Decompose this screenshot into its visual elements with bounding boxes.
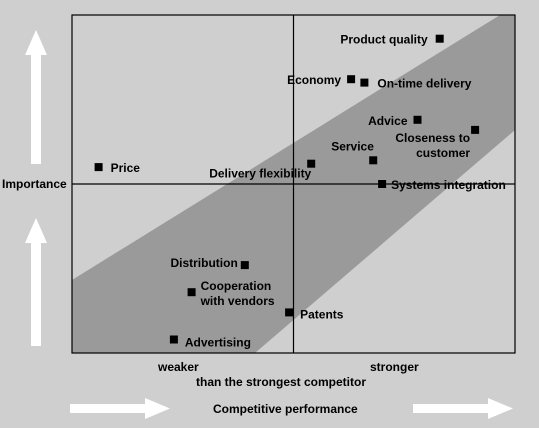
point-label-advice: Advice [368, 114, 408, 128]
point-marker-systems-integration [378, 180, 387, 188]
point-marker-cooperation-with-vendors [187, 288, 196, 297]
point-label-delivery-flexibility: Delivery flexibility [209, 167, 311, 181]
importance-arrow-bottom [25, 218, 47, 346]
importance-arrow-top [25, 30, 47, 164]
point-marker-product-quality [435, 34, 444, 43]
point-marker-economy [347, 75, 356, 84]
point-label-service: Service [331, 139, 374, 153]
point-marker-advertising [169, 335, 178, 344]
x-weaker-label: weaker [157, 360, 199, 374]
point-label-systems-integration: Systems integration [391, 178, 506, 192]
data-points: Product quality Economy On-time delivery Ad… [94, 33, 506, 350]
point-label-price: Price [111, 161, 141, 175]
point-label-closeness-to-customer: Closeness to customer [395, 131, 470, 160]
point-label-on-time-delivery: On-time delivery [377, 77, 471, 91]
point-marker-service [369, 156, 378, 165]
performance-arrow-left [70, 398, 170, 419]
point-marker-advice [413, 115, 422, 124]
x-reference-label: than the strongest competitor [196, 375, 366, 389]
point-marker-delivery-flexibility [307, 159, 316, 168]
point-label-distribution: Distribution [170, 256, 237, 270]
point-marker-on-time-delivery [360, 78, 369, 87]
point-label-product-quality: Product quality [340, 33, 428, 47]
point-label-advertising: Advertising [185, 336, 251, 350]
y-axis-label: Importance [2, 177, 67, 191]
point-label-economy: Economy [287, 73, 341, 87]
performance-arrow-right [413, 398, 513, 419]
point-label-cooperation-with-vendors: Cooperation with vendors [200, 279, 275, 308]
point-marker-closeness-to-customer [471, 125, 480, 134]
point-marker-patents [285, 308, 294, 317]
x-stronger-label: stronger [370, 360, 419, 374]
point-label-patents: Patents [300, 307, 344, 321]
x-axis-label: Competitive performance [213, 402, 358, 416]
point-marker-price [94, 163, 103, 172]
point-marker-distribution [240, 261, 249, 270]
